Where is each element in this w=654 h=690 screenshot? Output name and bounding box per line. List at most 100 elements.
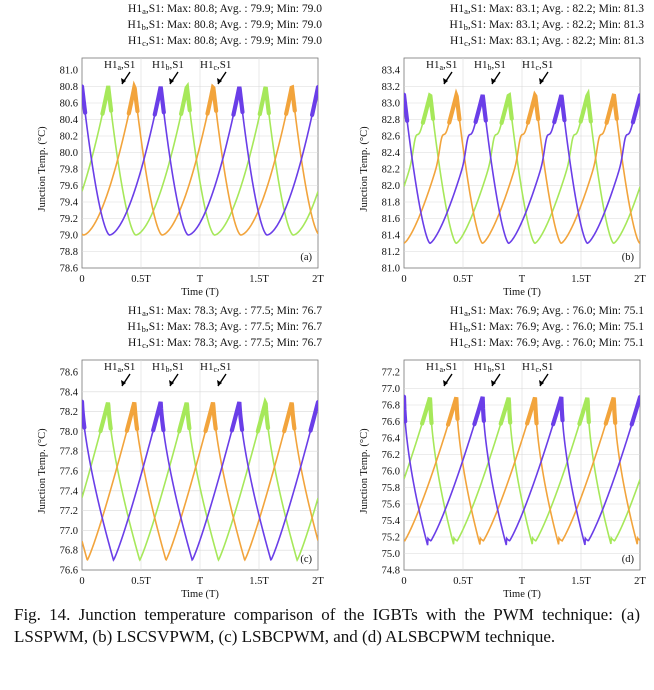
stats-line-c: H1c,S1: Max: 78.3; Avg. : 77.5; Min: 76.… xyxy=(128,337,322,350)
series-line-b xyxy=(404,92,640,245)
callout-label-a: H1a,S1 xyxy=(104,361,135,374)
series-line-b xyxy=(404,397,640,545)
y-tick-label: 74.8 xyxy=(382,566,400,577)
callout-arrowhead xyxy=(491,78,496,84)
series-group xyxy=(82,399,318,562)
y-tick-label: 78.2 xyxy=(60,407,78,418)
y-tick-label: 77.6 xyxy=(60,467,78,478)
x-axis-label: Time (T) xyxy=(503,589,541,600)
stats-line-b: H1b,S1: Max: 80.8; Avg. : 79.9; Min: 79.… xyxy=(128,19,323,32)
y-tick-label: 77.0 xyxy=(60,526,78,537)
y-tick-label: 81.0 xyxy=(60,66,78,77)
x-tick-label: 0 xyxy=(401,274,406,285)
y-tick-label: 83.2 xyxy=(382,82,400,93)
callout-arrowhead xyxy=(539,380,544,386)
y-tick-label: 75.8 xyxy=(382,483,400,494)
stats-line-b: H1b,S1: Max: 83.1; Avg. : 82.2; Min: 81.… xyxy=(450,19,645,32)
y-tick-label: 81.2 xyxy=(382,247,400,258)
x-axis-label: Time (T) xyxy=(181,589,219,600)
y-tick-label: 75.0 xyxy=(382,549,400,560)
series-group xyxy=(82,87,318,236)
series-line-a xyxy=(404,92,640,245)
y-tick-label: 80.6 xyxy=(60,99,78,110)
y-tick-label: 78.8 xyxy=(60,247,78,258)
callout-label-b: H1b,S1 xyxy=(152,59,184,72)
x-axis-label: Time (T) xyxy=(503,287,541,298)
y-tick-label: 82.2 xyxy=(382,165,400,176)
y-tick-label: 75.6 xyxy=(382,500,400,511)
callout-arrowhead xyxy=(121,380,126,386)
x-tick-label: T xyxy=(519,274,526,285)
y-tick-label: 81.0 xyxy=(382,264,400,275)
y-axis-label: Junction Temp. (°C) xyxy=(37,126,48,212)
y-tick-label: 77.4 xyxy=(60,486,79,497)
series-band-c xyxy=(404,394,640,427)
y-tick-label: 81.4 xyxy=(382,231,401,242)
y-tick-label: 75.2 xyxy=(382,533,400,544)
chart-c: H1a,S1: Max: 78.3; Avg. : 77.5; Min: 76.… xyxy=(37,305,324,600)
y-tick-label: 82.8 xyxy=(382,115,400,126)
y-tick-label: 77.2 xyxy=(382,368,400,379)
y-tick-label: 79.8 xyxy=(60,165,78,176)
callout-label-c: H1c,S1 xyxy=(522,59,553,72)
callout-label-a: H1a,S1 xyxy=(426,361,457,374)
series-band-c xyxy=(82,84,318,118)
y-tick-label: 76.6 xyxy=(60,566,78,577)
x-tick-label: 1.5T xyxy=(249,576,269,587)
x-tick-label: T xyxy=(197,576,204,587)
panel-label: (a) xyxy=(300,252,312,263)
figure-caption: Fig. 14. Junction temperature comparison… xyxy=(14,605,640,646)
y-tick-label: 77.0 xyxy=(382,384,400,395)
y-tick-label: 82.6 xyxy=(382,132,400,143)
callout-arrowhead xyxy=(443,380,448,386)
callout-arrowhead xyxy=(169,380,174,386)
panel-label: (b) xyxy=(622,252,635,263)
y-tick-label: 81.8 xyxy=(382,198,400,209)
y-tick-label: 76.2 xyxy=(382,450,400,461)
x-tick-label: 0.5T xyxy=(453,576,473,587)
series-line-c xyxy=(404,396,640,546)
callout-arrowhead xyxy=(121,78,126,84)
series-line-a xyxy=(82,400,318,562)
series-line-b xyxy=(82,402,318,562)
stats-line-a: H1a,S1: Max: 83.1; Avg. : 82.2; Min: 81.… xyxy=(450,3,644,16)
x-tick-label: T xyxy=(197,274,204,285)
callout-label-b: H1b,S1 xyxy=(474,361,506,374)
y-tick-label: 79.0 xyxy=(60,231,78,242)
y-tick-label: 79.6 xyxy=(60,181,78,192)
y-tick-label: 82.0 xyxy=(382,181,400,192)
y-tick-label: 78.6 xyxy=(60,368,78,379)
callout-label-a: H1a,S1 xyxy=(426,59,457,72)
callout-arrowhead xyxy=(217,78,222,84)
y-tick-label: 78.4 xyxy=(60,387,79,398)
x-tick-label: 2T xyxy=(312,274,324,285)
stats-line-b: H1b,S1: Max: 76.9; Avg. : 76.0; Min: 75.… xyxy=(450,321,645,334)
panel-label: (c) xyxy=(300,554,312,565)
x-tick-label: 1.5T xyxy=(571,576,591,587)
panel-label: (d) xyxy=(622,554,635,565)
y-tick-label: 75.4 xyxy=(382,516,401,527)
chart-a: H1a,S1: Max: 80.8; Avg. : 79.9; Min: 79.… xyxy=(37,3,324,298)
y-tick-label: 80.4 xyxy=(60,115,79,126)
callout-arrowhead xyxy=(539,78,544,84)
y-tick-label: 83.0 xyxy=(382,99,400,110)
callout-label-a: H1a,S1 xyxy=(104,59,135,72)
y-tick-label: 79.4 xyxy=(60,198,79,209)
stats-line-c: H1c,S1: Max: 80.8; Avg. : 79.9; Min: 79.… xyxy=(128,35,322,48)
series-group xyxy=(404,397,640,545)
chart-d: H1a,S1: Max: 76.9; Avg. : 76.0; Min: 75.… xyxy=(359,305,646,600)
stats-line-b: H1b,S1: Max: 78.3; Avg. : 77.5; Min: 76.… xyxy=(128,321,323,334)
x-tick-label: 2T xyxy=(634,576,646,587)
callout-label-c: H1c,S1 xyxy=(200,59,231,72)
x-tick-label: 0.5T xyxy=(453,274,473,285)
stats-line-c: H1c,S1: Max: 83.1; Avg. : 82.2; Min: 81.… xyxy=(450,35,644,48)
y-tick-label: 78.6 xyxy=(60,264,78,275)
x-tick-label: 0 xyxy=(79,576,84,587)
series-band-c xyxy=(82,399,318,433)
x-tick-label: 2T xyxy=(312,576,324,587)
series-line-c xyxy=(404,94,640,245)
series-line-a xyxy=(404,397,640,545)
y-tick-label: 82.4 xyxy=(382,148,401,159)
callout-label-b: H1b,S1 xyxy=(152,361,184,374)
y-tick-label: 76.4 xyxy=(382,434,401,445)
